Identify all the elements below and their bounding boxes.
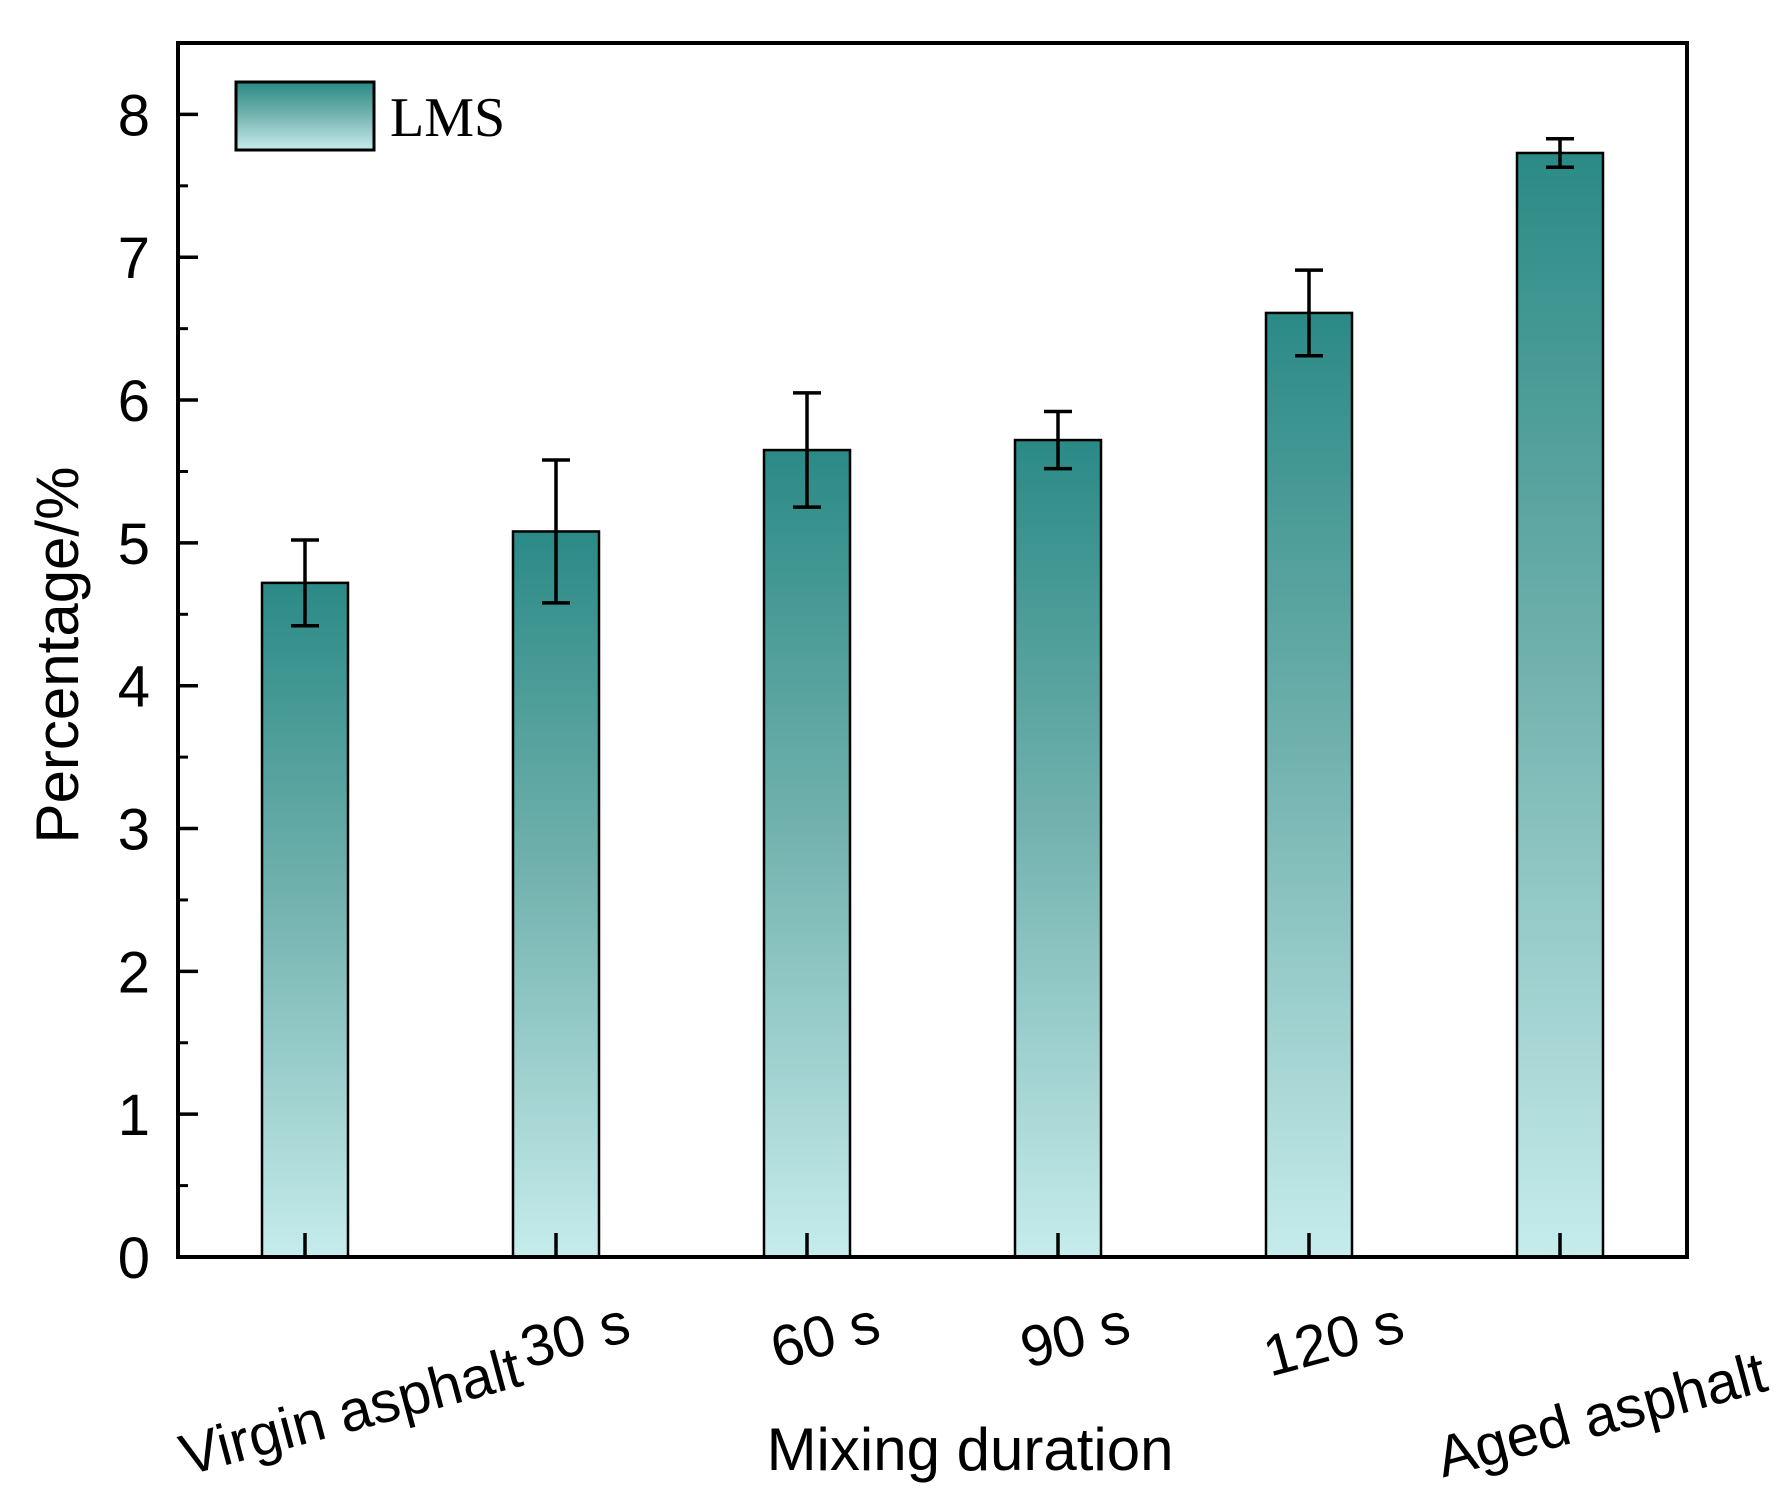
y-tick-label-7: 7: [118, 226, 150, 291]
legend: LMS: [234, 80, 505, 152]
y-tick-label-8: 8: [118, 83, 150, 148]
legend-swatch-lms: [234, 80, 376, 152]
error-bars: [291, 136, 1574, 628]
y-tick-label-6: 6: [118, 369, 150, 434]
x-tick-label-2: 30 s: [514, 1290, 637, 1381]
x-tick-label-1: Virgin asphalt: [173, 1335, 528, 1488]
y-tick-label-5: 5: [118, 512, 150, 577]
bar-4: [1013, 438, 1103, 1259]
legend-label-lms: LMS: [390, 87, 505, 149]
x-tick-label-4: 90 s: [1014, 1290, 1137, 1381]
y-tick-label-2: 2: [118, 940, 150, 1005]
x-tick-label-6: Aged asphalt: [1429, 1340, 1773, 1490]
plot-frame: [176, 41, 1689, 1259]
y-tick-label-3: 3: [118, 798, 150, 863]
bar-5: [1264, 311, 1354, 1259]
y-tick-labels: 0 1 2 3 4 5 6 7 8: [118, 83, 150, 1291]
bar-1: [260, 581, 350, 1259]
bar-6: [1515, 151, 1605, 1259]
bars: [260, 151, 1605, 1259]
x-tick-label-3: 60 s: [764, 1290, 887, 1381]
x-axis-title: Mixing duration: [767, 1416, 1174, 1483]
y-tick-label-0: 0: [118, 1226, 150, 1291]
x-tick-label-5: 120 s: [1256, 1290, 1410, 1390]
bar-3: [762, 448, 852, 1259]
y-tick-label-4: 4: [118, 655, 150, 720]
bar-2: [511, 530, 601, 1259]
y-tick-label-1: 1: [118, 1083, 150, 1148]
axes: [176, 41, 1689, 1259]
y-axis-title: Percentage/%: [24, 467, 91, 844]
